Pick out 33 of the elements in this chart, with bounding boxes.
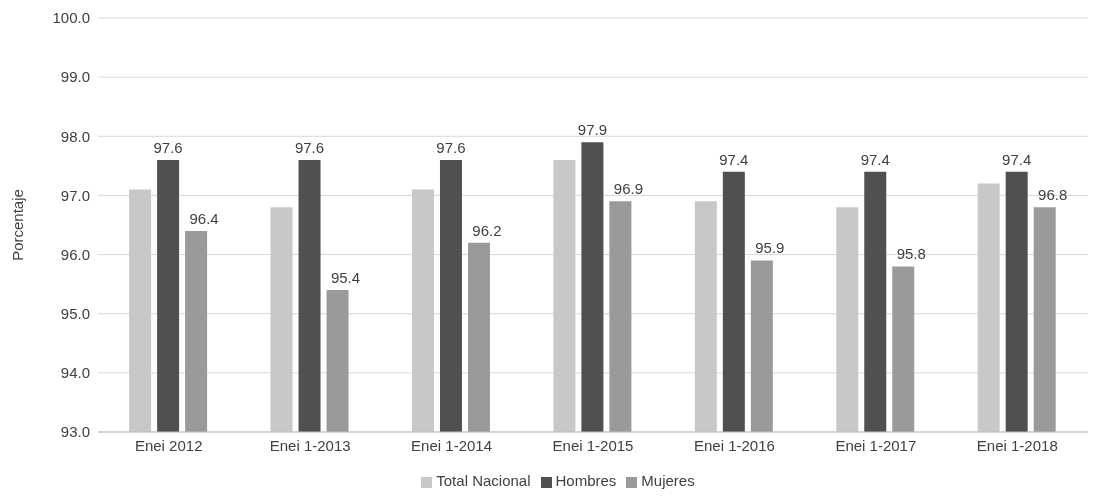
data-label: 95.9 — [755, 239, 785, 257]
y-tick-label: 95.0 — [60, 305, 90, 323]
data-label: 97.4 — [860, 150, 890, 168]
data-label: 97.6 — [294, 138, 325, 156]
x-tick-label: Enei 1-2018 — [976, 436, 1058, 454]
legend-label: Total Nacional — [436, 472, 531, 489]
x-tick-label: Enei 1-2015 — [552, 436, 634, 454]
y-tick-label: 99.0 — [60, 68, 90, 86]
x-tick-label: Enei 1-2014 — [411, 436, 493, 454]
data-label: 96.9 — [613, 180, 643, 198]
y-tick-label: 96.0 — [60, 245, 90, 263]
data-label: 97.6 — [153, 138, 183, 156]
x-tick-label: Enei 1-2013 — [269, 436, 351, 454]
x-tick-label: Enei 1-2017 — [835, 436, 917, 454]
data-label: 96.2 — [472, 221, 502, 239]
data-label: 96.4 — [189, 209, 219, 227]
data-label: 97.4 — [719, 150, 749, 168]
legend-label: Mujeres — [641, 472, 695, 489]
data-label: 96.8 — [1038, 186, 1068, 204]
y-axis-title: Porcentaje — [9, 189, 27, 261]
x-tick-label: Enei 2012 — [134, 436, 203, 454]
y-tick-label: 100.0 — [52, 9, 90, 27]
data-label: 97.9 — [577, 121, 607, 139]
data-label: 97.6 — [436, 138, 466, 156]
y-tick-label: 98.0 — [60, 127, 90, 145]
x-tick-label: Enei 1-2016 — [693, 436, 775, 454]
legend-label: Hombres — [555, 472, 617, 489]
y-tick-label: 94.0 — [60, 364, 90, 382]
data-label: 95.8 — [896, 245, 926, 263]
y-tick-label: 93.0 — [60, 423, 90, 441]
data-label: 95.4 — [330, 269, 361, 287]
y-tick-label: 97.0 — [60, 186, 90, 204]
data-label: 97.4 — [1002, 150, 1032, 168]
